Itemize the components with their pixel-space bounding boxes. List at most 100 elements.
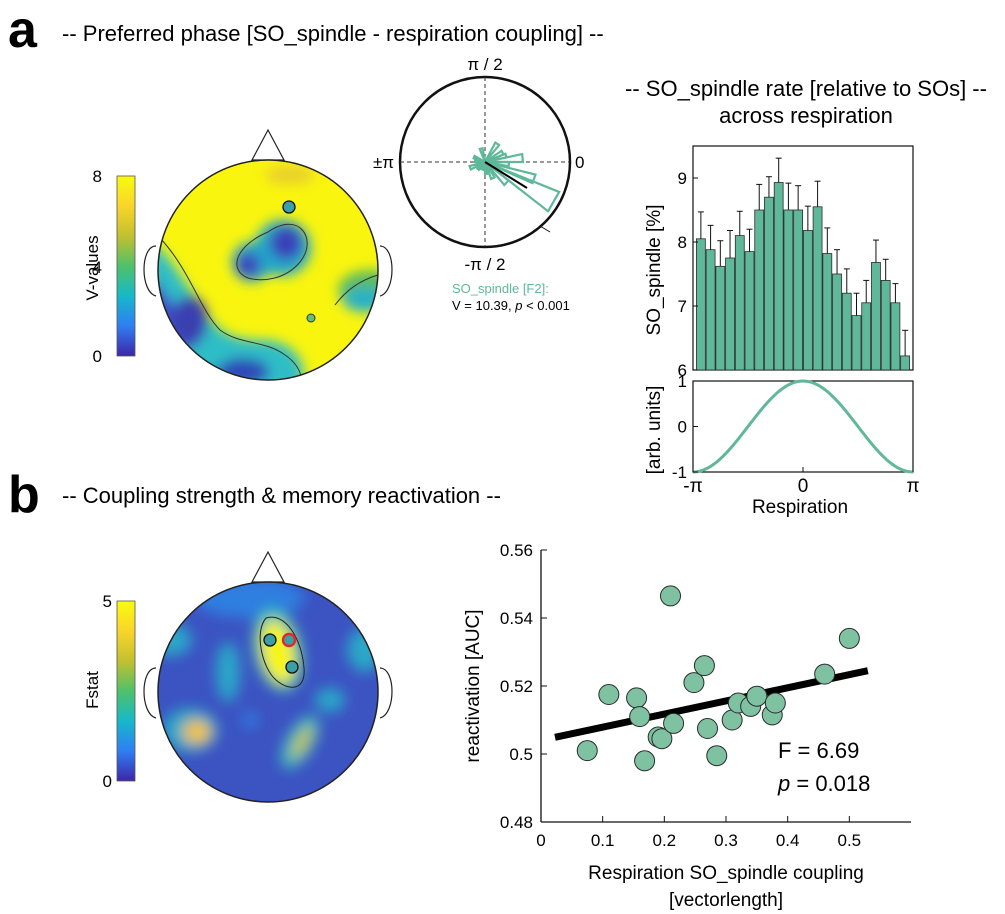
- bar: [705, 249, 716, 371]
- cosine-line: [692, 379, 914, 474]
- scatter-ylabel: reactivation [AUC]: [463, 609, 484, 762]
- scatter-point: [629, 706, 651, 728]
- colorbar-b-tick: 5: [103, 592, 112, 611]
- mean-vector: [484, 161, 528, 189]
- colorbar-a-tick: 0: [93, 347, 102, 366]
- y-tick-label: 0.5: [509, 745, 533, 764]
- left-ear-icon: [143, 245, 157, 297]
- panel-b-title: -- Coupling strength & memory reactivati…: [62, 483, 501, 508]
- y-tick-label: -1: [672, 463, 687, 482]
- bar: [900, 355, 911, 371]
- scatter-point: [706, 745, 728, 767]
- topo-map-b: [143, 550, 393, 803]
- x-tick-label: 0.2: [653, 831, 677, 850]
- bar: [734, 235, 745, 371]
- left-ear-icon: [143, 667, 157, 719]
- rose-wedge: [484, 160, 561, 213]
- y-tick-label: 8: [678, 233, 687, 252]
- bar: [871, 262, 881, 371]
- scatter-xlabel: Respiration SO_spindle coupling: [588, 863, 864, 884]
- nose-icon: [251, 128, 285, 161]
- bar: [695, 238, 706, 371]
- rose-wedge: [484, 160, 537, 185]
- y-tick-label: 7: [678, 297, 687, 316]
- y-tick-label: 0.56: [500, 541, 533, 560]
- colorbar-b: [116, 600, 136, 782]
- bar: [851, 315, 862, 371]
- polar-label-bottom: -π / 2: [464, 255, 505, 274]
- y-tick-label: 0.54: [500, 609, 533, 628]
- scatter-point: [651, 728, 673, 750]
- scatter-point: [764, 692, 786, 714]
- electrode-marker: [282, 200, 296, 214]
- colorbar-b-tick: 0: [103, 772, 112, 791]
- panel-a-title: -- Preferred phase [SO_spindle - respira…: [62, 21, 604, 46]
- bar: [802, 230, 813, 371]
- scatter-point: [663, 712, 685, 734]
- x-tick-label: 0: [536, 831, 545, 850]
- y-tick-label: 0.48: [500, 813, 533, 832]
- rose-wedge: [483, 161, 497, 181]
- scatter-xlabel-units: [vectorlength]: [669, 890, 783, 911]
- cosine-chart-ylabel: [arb. units]: [644, 386, 665, 475]
- polar-plot: π / 2 -π / 2 ±π 0 SO_spindle [F2]: V = 1…: [373, 55, 585, 313]
- x-tick-label: -π: [683, 476, 702, 497]
- scatter-point: [838, 627, 860, 649]
- rose-wedge: [484, 140, 501, 163]
- regression-line: [554, 667, 869, 741]
- scatter-point: [576, 740, 598, 762]
- bar: [822, 253, 833, 371]
- polar-label-left: ±π: [373, 153, 394, 172]
- colorbar-a: [116, 175, 136, 357]
- bar: [841, 292, 852, 371]
- right-ear-icon: [379, 245, 393, 297]
- scatter-point: [626, 687, 648, 709]
- bar: [890, 302, 901, 371]
- bar: [812, 206, 823, 371]
- scatter-point: [683, 672, 705, 694]
- bar: [880, 279, 891, 371]
- bar-chart-ylabel: SO_spindle [%]: [644, 205, 665, 336]
- x-tick-label: 0.5: [838, 831, 862, 850]
- rose-wedge: [484, 149, 506, 164]
- polar-label-top: π / 2: [467, 55, 502, 74]
- bar: [725, 257, 735, 371]
- topo-map-a: [143, 128, 393, 381]
- cosine-chart-xlabel: Respiration: [752, 497, 848, 518]
- scatter-point: [693, 655, 715, 677]
- y-tick-label: 1: [678, 372, 687, 391]
- colorbar-b-label: Fstat: [83, 671, 102, 709]
- x-tick-label: 0.3: [714, 831, 738, 850]
- colorbar-a-tick: 8: [93, 167, 102, 186]
- scatter-point: [598, 684, 620, 705]
- y-tick-label: 9: [678, 169, 687, 188]
- electrode-marker: [285, 660, 299, 674]
- x-tick-label: π: [906, 476, 919, 497]
- bar: [783, 209, 794, 371]
- rose-wedge: [484, 161, 511, 187]
- scatter-point: [660, 585, 681, 607]
- panel-b-letter: b: [8, 466, 40, 524]
- bar: [744, 251, 755, 371]
- cosine-chart-frame: [692, 380, 914, 473]
- scatter-point: [634, 750, 656, 772]
- scatter-chart: 0.48 0.5 0.52 0.54 0.56 0 0.1 0.2 0.3 0.4 0.5: [500, 541, 911, 850]
- rose-wedge: [475, 161, 486, 172]
- colorbar-a-tick: 4: [93, 258, 102, 277]
- panel-a-letter: a: [8, 1, 38, 59]
- x-tick-label: 0: [798, 476, 809, 497]
- y-tick-label: 6: [678, 361, 687, 380]
- bar: [764, 196, 774, 371]
- cosine-chart: 1 0 -1-π 0 π: [672, 372, 920, 497]
- colorbar-a-label: V-values: [83, 235, 102, 300]
- scatter-stat-f: F = 6.69: [778, 738, 859, 763]
- scatter-point: [697, 718, 718, 739]
- scatter-point: [814, 663, 836, 685]
- rose-wedge: [468, 160, 486, 172]
- rose-wedge: [473, 158, 486, 164]
- scatter-stat-p: p = 0.018: [777, 771, 870, 796]
- nose-icon: [251, 550, 285, 583]
- y-tick-label: 0.52: [500, 677, 533, 696]
- highlighted-electrode-marker: [281, 632, 297, 648]
